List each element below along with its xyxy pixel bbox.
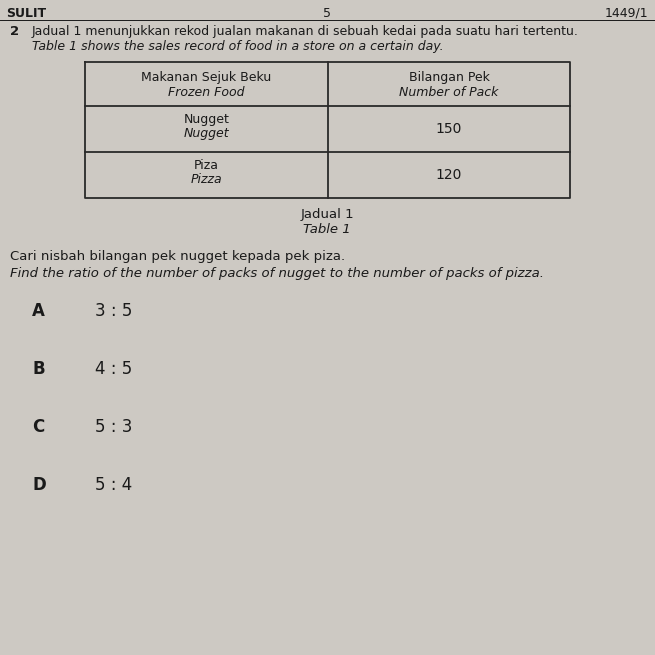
Text: Nugget: Nugget: [183, 127, 229, 140]
Text: Table 1 shows the sales record of food in a store on a certain day.: Table 1 shows the sales record of food i…: [32, 40, 443, 53]
Text: Piza: Piza: [194, 159, 219, 172]
Text: Find the ratio of the number of packs of nugget to the number of packs of pizza.: Find the ratio of the number of packs of…: [10, 267, 544, 280]
Text: Jadual 1 menunjukkan rekod jualan makanan di sebuah kedai pada suatu hari terten: Jadual 1 menunjukkan rekod jualan makana…: [32, 25, 579, 38]
Text: Bilangan Pek: Bilangan Pek: [409, 71, 489, 84]
Text: Pizza: Pizza: [191, 173, 222, 186]
Text: C: C: [32, 418, 45, 436]
Text: 5 : 4: 5 : 4: [95, 476, 132, 494]
Text: 120: 120: [436, 168, 462, 182]
Text: 2: 2: [10, 25, 19, 38]
Text: 150: 150: [436, 122, 462, 136]
Text: A: A: [32, 302, 45, 320]
Text: SULIT: SULIT: [6, 7, 46, 20]
Text: Table 1: Table 1: [303, 223, 351, 236]
Text: 4 : 5: 4 : 5: [95, 360, 132, 378]
Text: Frozen Food: Frozen Food: [168, 86, 245, 99]
Text: Nugget: Nugget: [183, 113, 229, 126]
Text: Jadual 1: Jadual 1: [300, 208, 354, 221]
Text: 5 : 3: 5 : 3: [95, 418, 132, 436]
Text: B: B: [32, 360, 45, 378]
Text: D: D: [32, 476, 46, 494]
Text: 3 : 5: 3 : 5: [95, 302, 132, 320]
Text: Cari nisbah bilangan pek nugget kepada pek piza.: Cari nisbah bilangan pek nugget kepada p…: [10, 250, 345, 263]
Text: Number of Pack: Number of Pack: [400, 86, 498, 99]
Text: 5: 5: [323, 7, 331, 20]
Text: 1449/1: 1449/1: [605, 7, 648, 20]
Text: Makanan Sejuk Beku: Makanan Sejuk Beku: [141, 71, 272, 84]
